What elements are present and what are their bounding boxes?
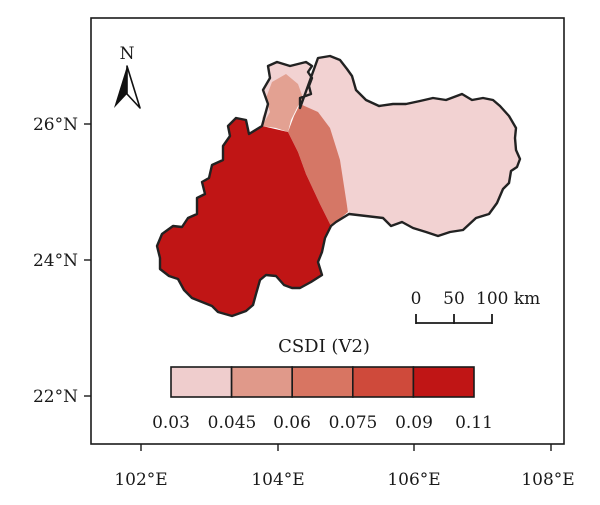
- x-tick-label: 108°E: [521, 470, 574, 490]
- legend-break-label: 0.03: [152, 413, 190, 433]
- north-arrow-icon-right: [126, 65, 141, 109]
- x-tick-label: 102°E: [114, 470, 167, 490]
- region-outline: [155, 54, 522, 318]
- scale-bar: 0 50 100 km: [411, 289, 540, 324]
- legend-title: CSDI (V2): [278, 336, 370, 357]
- map-frame: [90, 17, 565, 445]
- legend-swatch: [291, 366, 354, 398]
- north-label: N: [120, 44, 135, 64]
- legend: CSDI (V2) 0.03 0.045 0.06 0.075 0.09 0.1…: [152, 336, 493, 433]
- north-arrow: N: [114, 44, 141, 109]
- y-tick-label: 22°N: [33, 387, 78, 407]
- study-region: [155, 54, 522, 318]
- legend-break-label: 0.09: [395, 413, 433, 433]
- region-east: [262, 56, 520, 236]
- x-tick-marks: [140, 444, 552, 451]
- legend-break-label: 0.11: [455, 413, 493, 433]
- legend-break-label: 0.045: [208, 413, 257, 433]
- north-arrow-icon-left: [114, 66, 127, 108]
- legend-break-label: 0.06: [273, 413, 311, 433]
- legend-swatch: [351, 366, 415, 398]
- scale-label: 50: [443, 289, 465, 309]
- legend-swatch: [412, 366, 475, 398]
- y-tick-label: 24°N: [33, 251, 78, 271]
- y-tick-label: 26°N: [33, 115, 78, 135]
- x-tick-label: 106°E: [387, 470, 440, 490]
- x-tick-label: 104°E: [251, 470, 304, 490]
- region-north-strip: [262, 74, 303, 132]
- scale-label: 100 km: [476, 289, 540, 309]
- legend-swatch: [170, 366, 233, 398]
- y-tick-marks: [84, 123, 91, 397]
- region-west: [157, 118, 331, 316]
- legend-break-label: 0.075: [329, 413, 378, 433]
- legend-swatch: [230, 366, 294, 398]
- scale-label: 0: [411, 289, 422, 309]
- scale-bar-line: [415, 314, 493, 324]
- region-central-band: [288, 104, 348, 226]
- legend-swatches: [170, 366, 475, 398]
